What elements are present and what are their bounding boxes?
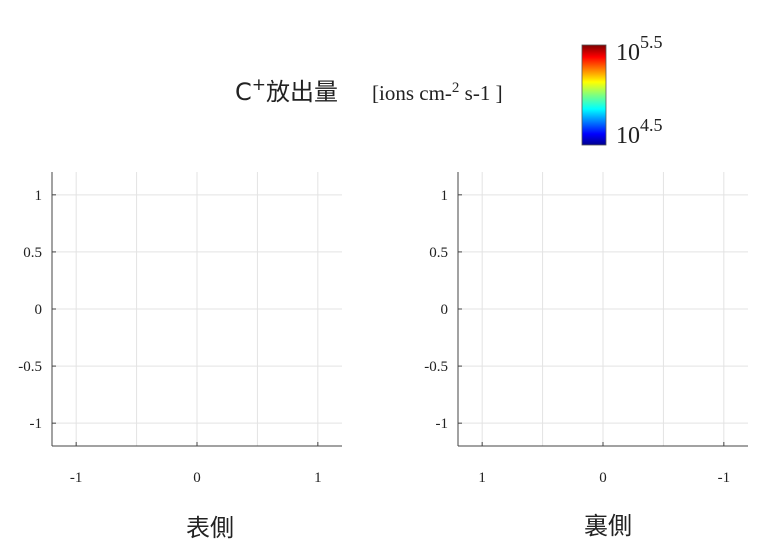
y-tick-label: -1	[436, 416, 449, 432]
x-tick-label: 0	[599, 470, 607, 486]
panel-front-label: 表側	[186, 514, 234, 542]
title-unit-open: [ions cm-	[372, 81, 452, 105]
colorbar-max-label: 105.5	[616, 32, 663, 66]
colorbar: 105.5 104.5	[581, 32, 663, 149]
panel-front: 1 0.5 0 -0.5 -1 -1 0 1	[18, 172, 342, 486]
y-tick-label: -0.5	[424, 359, 448, 375]
title-unit-exp: 2	[452, 80, 460, 96]
y-tick-label: 1	[441, 188, 449, 204]
chart-title: C+放出量 [ions cm-2 s-1 ]	[235, 75, 503, 106]
title-species: C	[235, 78, 252, 106]
x-tick-label: 0	[193, 470, 201, 486]
svg-text:C+放出量: C+放出量	[235, 75, 338, 106]
y-tick-label: -1	[30, 416, 43, 432]
y-tick-label: 0.5	[429, 245, 448, 261]
x-tick-label: -1	[718, 470, 731, 486]
colorbar-min-label: 104.5	[616, 115, 663, 149]
x-tick-label: 1	[478, 470, 486, 486]
panel-back-label: 裏側	[584, 512, 632, 540]
title-charge: +	[252, 75, 266, 95]
y-tick-label: 0	[35, 302, 43, 318]
title-label: 放出量	[266, 78, 338, 106]
svg-text:[ions cm-2 s-1 ]: [ions cm-2 s-1 ]	[372, 80, 503, 105]
title-unit-mid: s-1 ]	[459, 81, 502, 105]
y-tick-label: 0	[441, 302, 449, 318]
y-tick-label: 0.5	[23, 245, 42, 261]
y-tick-label: -0.5	[18, 359, 42, 375]
colorbar-gradient	[581, 44, 607, 146]
panel-back: 1 0.5 0 -0.5 -1 1 0 -1	[424, 172, 748, 486]
x-tick-label: -1	[70, 470, 83, 486]
x-tick-label: 1	[314, 470, 322, 486]
y-tick-label: 1	[35, 188, 43, 204]
